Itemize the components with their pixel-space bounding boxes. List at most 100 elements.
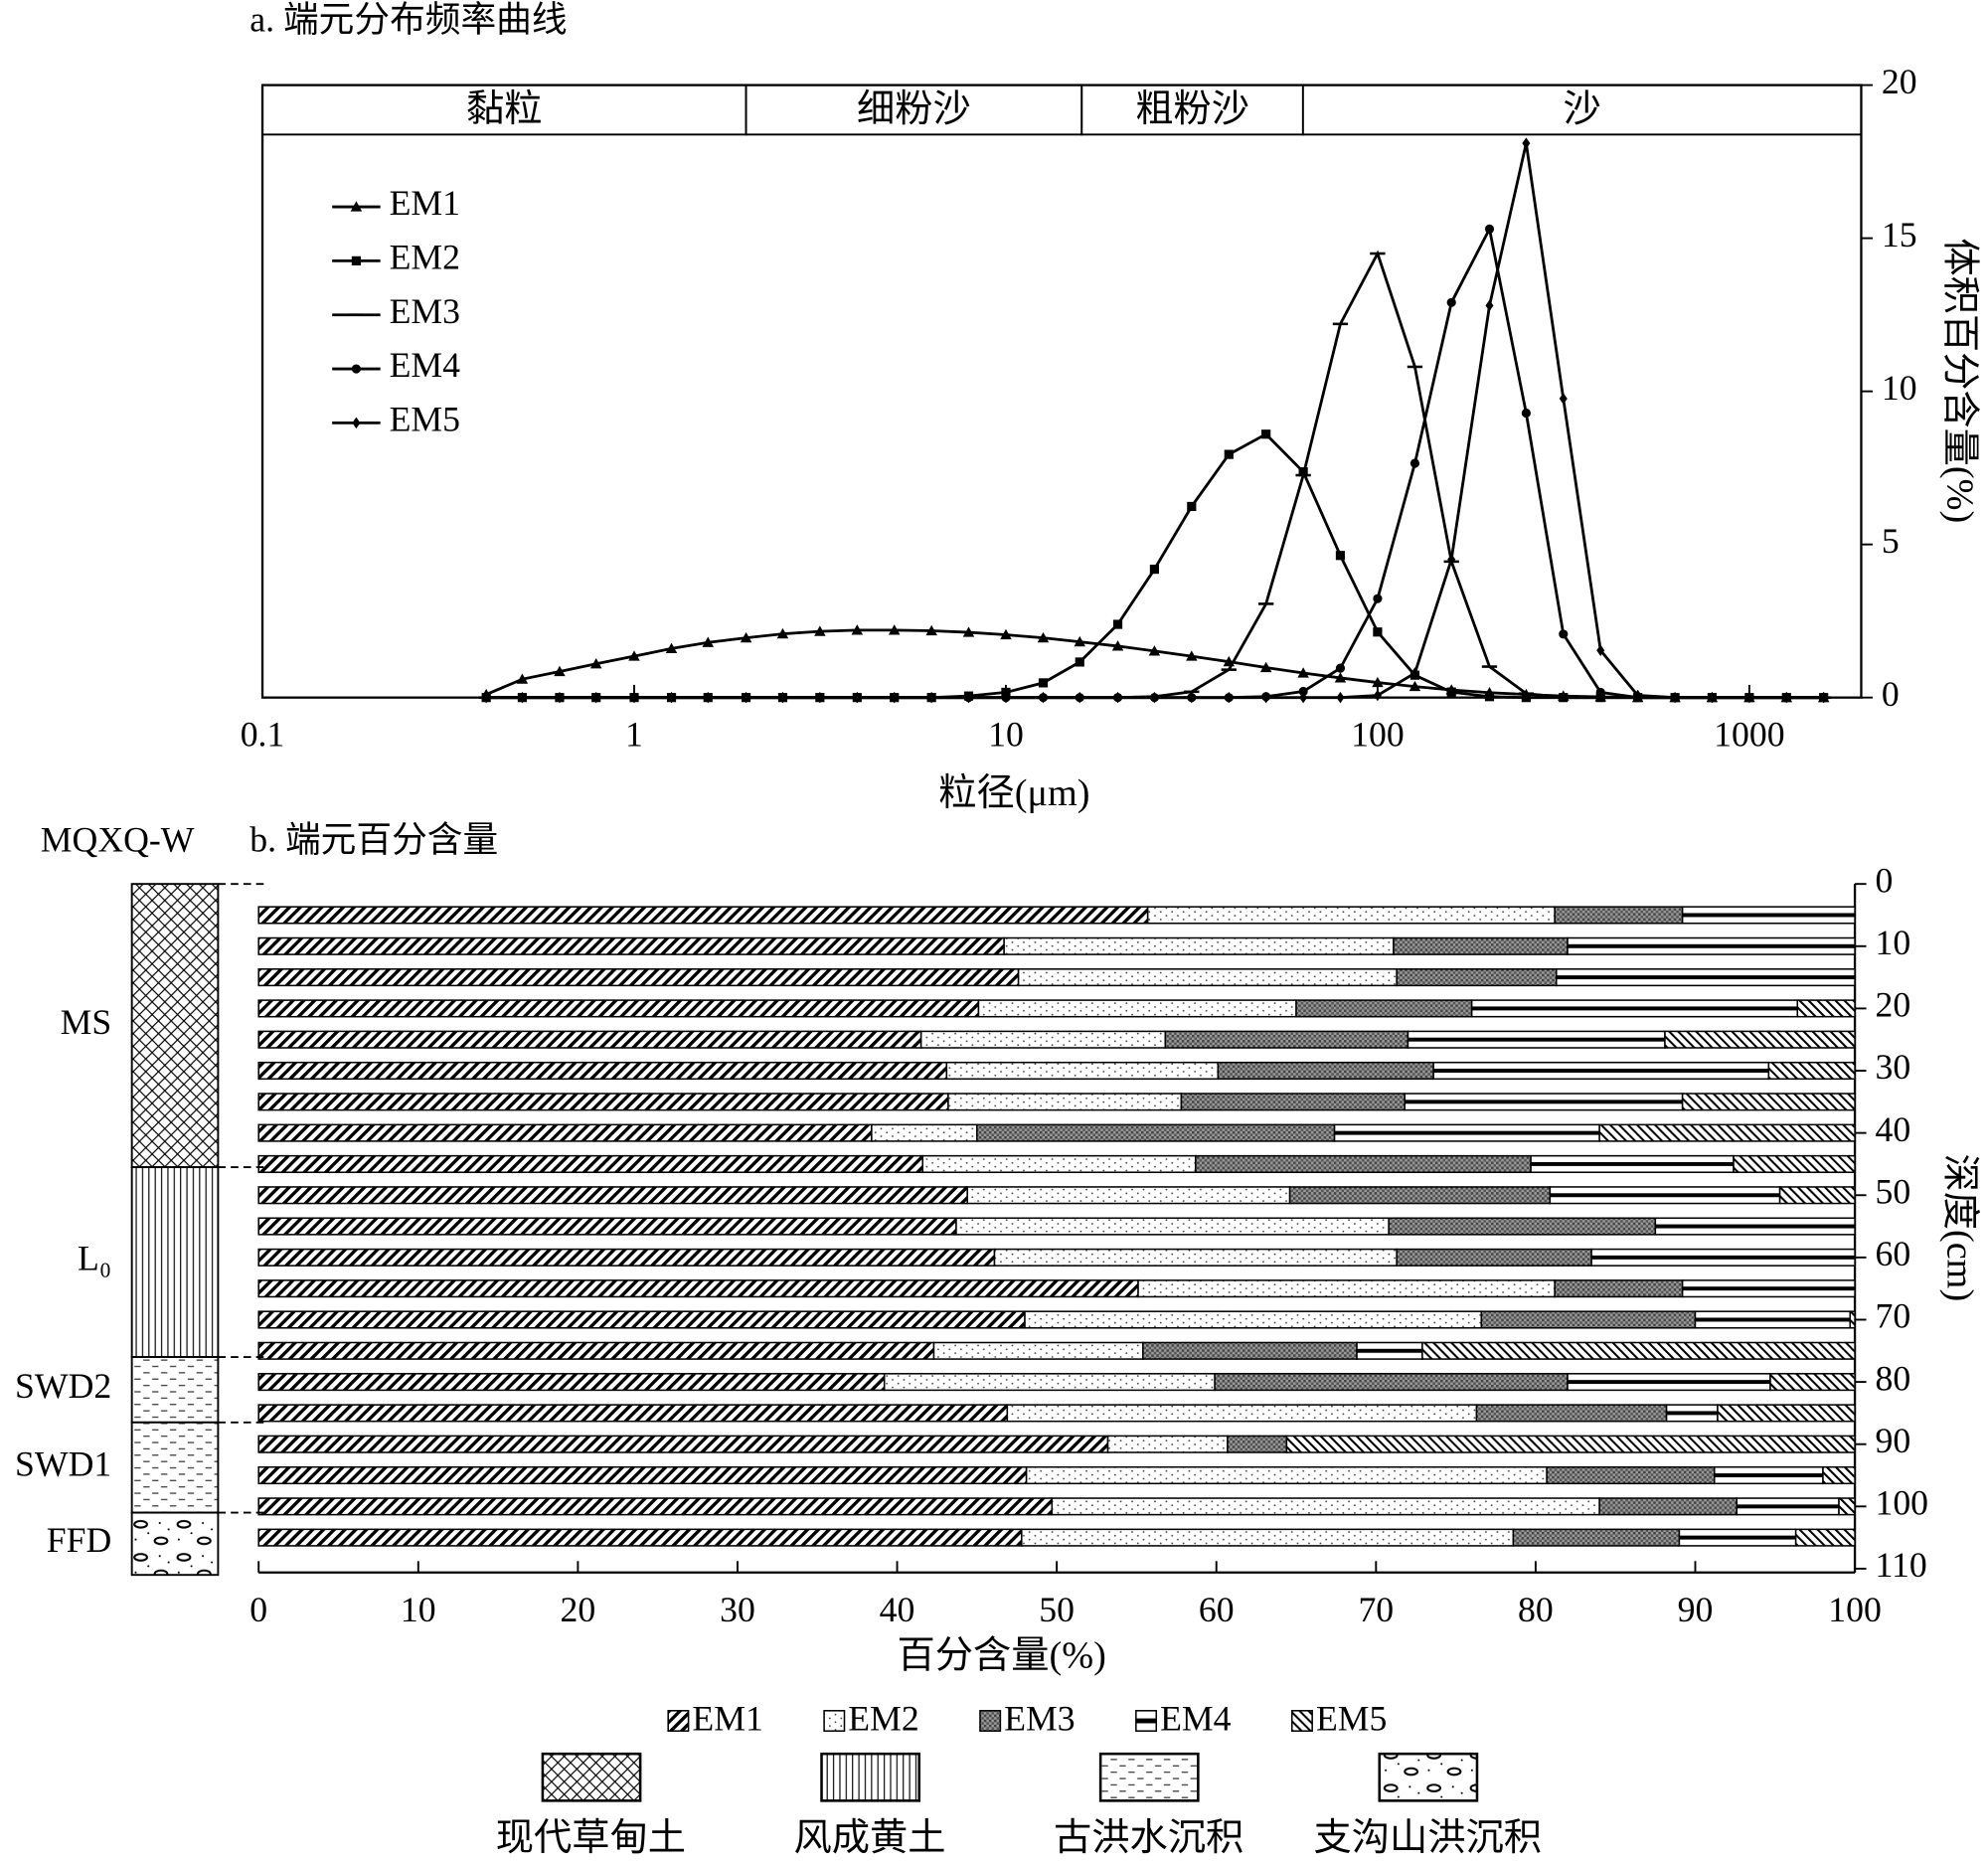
lithology-swatch <box>1378 1752 1479 1802</box>
bar-segment <box>257 936 1005 955</box>
x-tick-label: 0.1 <box>241 715 285 755</box>
bar-segment <box>919 1030 1167 1049</box>
marker <box>1186 650 1198 661</box>
bar-segment <box>257 1093 949 1111</box>
lithology-label: 古洪水沉积 <box>1054 1817 1243 1859</box>
chart-title: b. 端元百分含量 <box>249 820 498 860</box>
marker <box>1225 691 1234 704</box>
marker <box>888 624 901 635</box>
bar-segment <box>1546 1465 1716 1485</box>
marker <box>352 417 361 429</box>
bar-segment <box>1106 1435 1229 1453</box>
bar-segment <box>1838 1497 1856 1516</box>
bar-segment <box>1654 1217 1856 1236</box>
marker <box>1484 692 1495 702</box>
bar-segment <box>1849 1310 1856 1329</box>
x-tick-label: 90 <box>1678 1590 1714 1629</box>
bar-segment <box>945 1061 1220 1081</box>
legend-label: EM5 <box>390 400 460 439</box>
marker <box>516 673 529 684</box>
x-tick-label: 0 <box>249 1590 267 1629</box>
stratum-label: L₀ <box>78 1239 111 1278</box>
marker <box>1000 628 1012 640</box>
y-tick-label: 20 <box>1882 62 1917 101</box>
bar-segment <box>1025 1465 1548 1485</box>
lithology-label: 支沟山洪沉积 <box>1313 1817 1542 1859</box>
marker <box>1373 593 1383 603</box>
marker <box>1299 691 1308 704</box>
bar-segment <box>1164 1030 1409 1049</box>
marker <box>629 691 639 704</box>
marker <box>964 691 973 704</box>
stratum <box>130 1421 220 1514</box>
marker <box>1782 691 1791 704</box>
bar-segment <box>883 1373 1216 1392</box>
y-tick-label: 10 <box>1882 368 1917 408</box>
marker <box>1039 691 1048 704</box>
bar-segment <box>1356 1341 1423 1360</box>
marker <box>1595 687 1605 698</box>
marker <box>665 642 678 653</box>
marker <box>1076 691 1084 704</box>
bar-segment <box>947 1093 1183 1111</box>
bar-segment <box>1180 1093 1406 1111</box>
stratum <box>130 1356 220 1424</box>
bar-segment <box>1142 1341 1358 1360</box>
bar-segment <box>257 1123 873 1142</box>
bar-segment <box>1285 1435 1856 1453</box>
bar-segment <box>257 1465 1028 1485</box>
y-tick-label: 40 <box>1875 1109 1910 1149</box>
lithology-swatch <box>820 1752 921 1802</box>
bar-segment <box>1393 936 1569 955</box>
x-tick-label: 70 <box>1358 1590 1394 1629</box>
marker <box>851 624 864 635</box>
legend-label: EM5 <box>1316 1698 1387 1738</box>
legend-label: EM2 <box>848 1698 918 1738</box>
marker <box>1037 631 1050 643</box>
marker <box>1373 627 1383 637</box>
bar-segment <box>921 1154 1197 1173</box>
stratum <box>130 1511 220 1577</box>
bar-segment <box>1388 1217 1657 1236</box>
legend-label: EM3 <box>1004 1698 1075 1738</box>
y-tick-label: 30 <box>1875 1047 1910 1087</box>
bar-segment <box>871 1123 978 1142</box>
marker <box>927 691 936 704</box>
bar-segment <box>1665 1404 1719 1423</box>
bar-segment <box>1480 1310 1697 1329</box>
marker <box>815 691 824 704</box>
bar-segment <box>1051 1497 1600 1516</box>
marker <box>890 691 899 704</box>
legend-swatch <box>667 1710 690 1732</box>
bar-segment <box>1733 1154 1856 1173</box>
bar-segment <box>257 1404 1009 1423</box>
marker <box>1261 691 1270 704</box>
bar-segment <box>257 1497 1054 1516</box>
legend-swatch <box>1135 1710 1158 1732</box>
y-tick-label: 20 <box>1875 985 1910 1025</box>
stratum-label: SWD1 <box>15 1443 111 1483</box>
series-line <box>485 628 1824 700</box>
bar-segment <box>1396 1248 1592 1267</box>
marker <box>628 650 640 661</box>
x-tick-label: 100 <box>1828 1590 1882 1629</box>
bar-segment <box>1736 1497 1840 1516</box>
series-line <box>486 142 1824 700</box>
marker <box>1148 645 1161 656</box>
bar-segment <box>1217 1061 1434 1081</box>
marker <box>1297 667 1309 678</box>
bar-segment <box>1796 999 1856 1018</box>
marker <box>704 691 713 704</box>
legend-swatch <box>823 1710 846 1732</box>
bar-segment <box>257 1248 996 1267</box>
y-tick-label: 80 <box>1875 1358 1910 1398</box>
bar-segment <box>1333 1123 1600 1142</box>
marker <box>1113 691 1122 704</box>
marker <box>1408 680 1421 692</box>
marker <box>1335 551 1346 561</box>
stratum-label: MS <box>61 1002 112 1042</box>
marker <box>1336 691 1345 704</box>
bar-segment <box>1598 1497 1739 1516</box>
bar-segment <box>966 1186 1291 1205</box>
marker <box>962 626 975 637</box>
